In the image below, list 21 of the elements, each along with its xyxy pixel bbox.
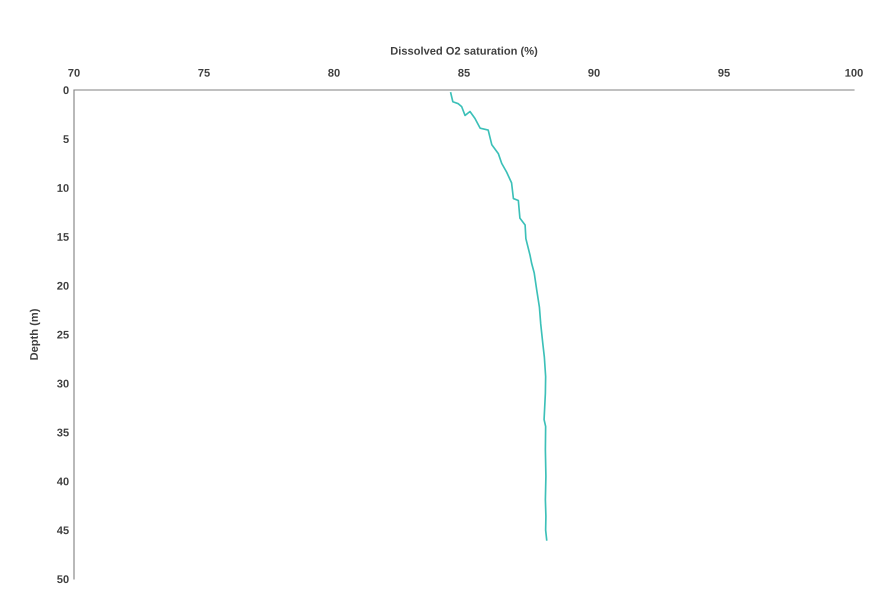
y-tick-label: 5 (63, 135, 69, 144)
y-tick-label: 20 (57, 282, 69, 290)
x-tick-label: 100 (845, 68, 863, 77)
x-tick-label: 90 (588, 68, 600, 77)
y-tick-label: 40 (56, 477, 69, 486)
line-series (450, 92, 548, 541)
y-tick-label: 10 (57, 184, 69, 192)
y-tick-label: 25 (57, 330, 69, 339)
y-axis-title: Depth (m) (30, 309, 40, 360)
y-tick-label: 50 (57, 575, 69, 584)
x-tick-label: 70 (68, 68, 80, 77)
y-tick-label: 0 (63, 86, 69, 94)
x-axis-title: Dissolved O2 saturation (%) (390, 46, 538, 57)
y-tick-label: 45 (56, 526, 69, 534)
y-tick-label: 35 (57, 428, 69, 436)
x-tick-label: 80 (328, 68, 340, 77)
y-tick-label: 30 (57, 380, 69, 388)
x-tick-label: 85 (458, 68, 470, 77)
x-tick-label: 75 (198, 68, 210, 77)
y-tick-label: 15 (57, 233, 69, 241)
x-tick-label: 95 (718, 68, 730, 77)
